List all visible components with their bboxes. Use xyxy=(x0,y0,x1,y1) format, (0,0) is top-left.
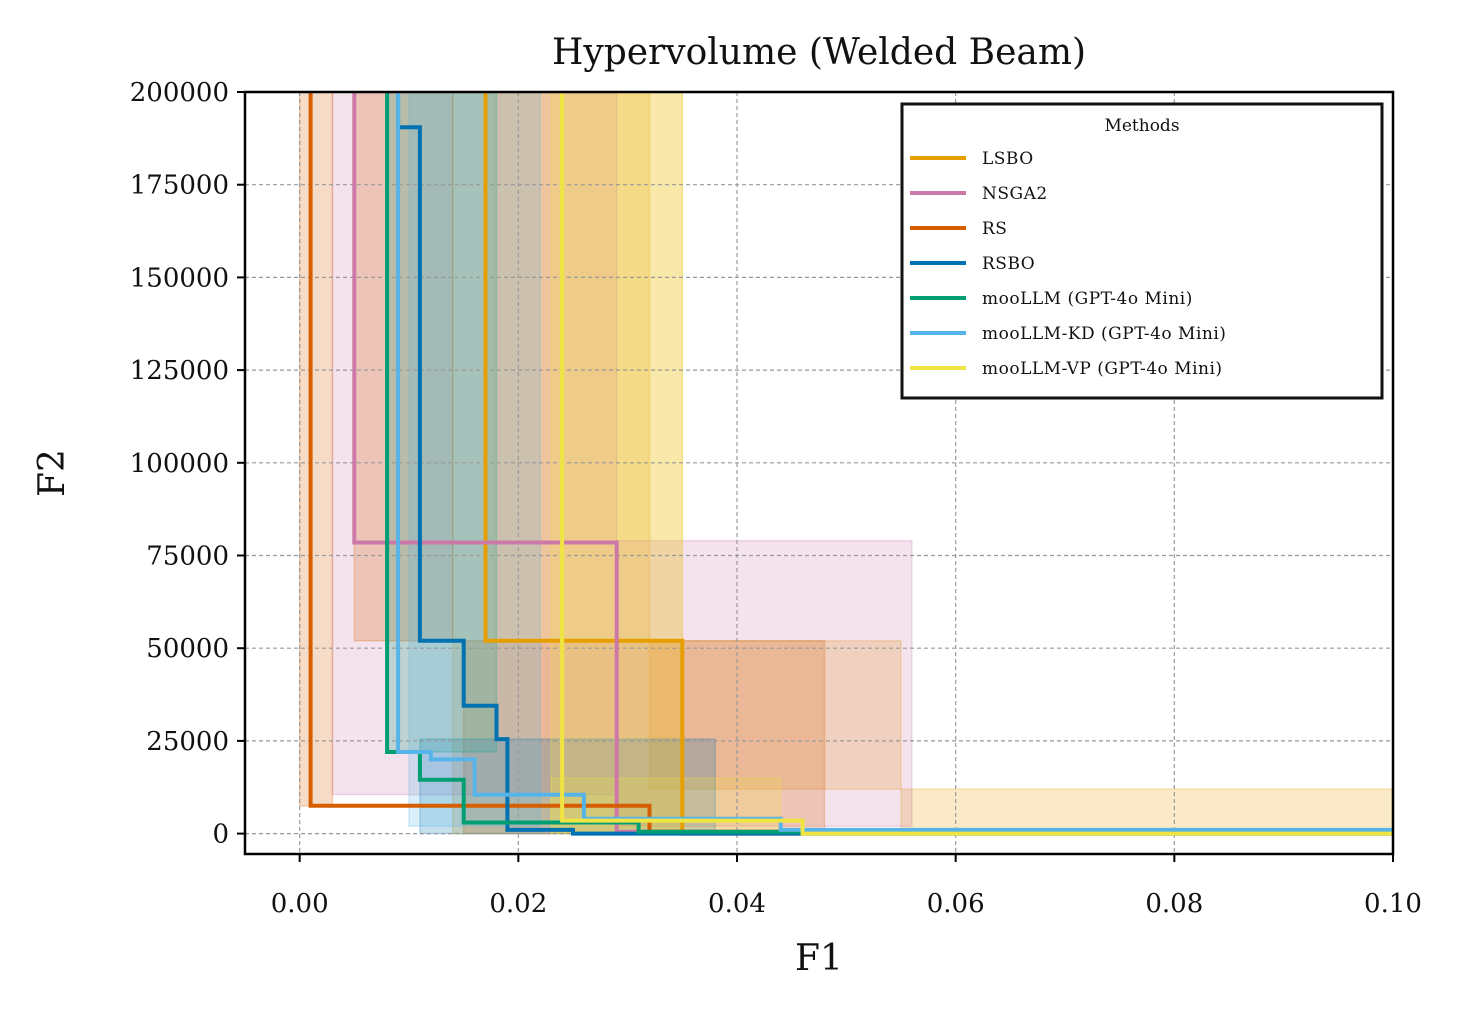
y-tick-label: 200000 xyxy=(130,78,229,108)
legend-items: LSBO NSGA2 RS RSBO mooLLM (GPT-4o Mini) mooLL… xyxy=(910,149,1226,379)
y-tick-label: 175000 xyxy=(130,171,229,201)
legend-label-1: NSGA2 xyxy=(982,184,1048,204)
x-axis-label: F1 xyxy=(795,938,843,979)
x-tick-label: 0.10 xyxy=(1364,889,1422,919)
legend-label-4: mooLLM (GPT-4o Mini) xyxy=(982,289,1193,309)
x-tick-label: 0.06 xyxy=(927,889,985,919)
series-lines xyxy=(308,92,1393,836)
y-axis-label: F2 xyxy=(32,449,73,497)
band-0-1 xyxy=(484,91,651,642)
x-tick-label: 0.08 xyxy=(1145,889,1203,919)
legend-label-6: mooLLM-VP (GPT-4o Mini) xyxy=(982,359,1223,379)
x-tick-label: 0.04 xyxy=(708,889,766,919)
y-tick-label: 50000 xyxy=(146,634,229,664)
chart-title: Hypervolume (Welded Beam) xyxy=(552,32,1086,73)
legend: Methods LSBO NSGA2 RS RSBO mooLLM (GPT-4o Mi… xyxy=(900,102,1384,400)
y-tick-label: 75000 xyxy=(146,542,229,572)
y-tick-label: 100000 xyxy=(130,449,229,479)
band-5-0 xyxy=(408,91,541,827)
x-tick-label: 0.02 xyxy=(489,889,547,919)
series-line-6 xyxy=(560,92,1393,836)
y-tick-label: 0 xyxy=(212,820,229,850)
legend-label-3: RSBO xyxy=(982,254,1035,274)
legend-label-0: LSBO xyxy=(982,149,1034,169)
series-line-3 xyxy=(396,92,1393,836)
y-tick-label: 25000 xyxy=(146,727,229,757)
band-0-3 xyxy=(900,788,1394,835)
band-2-1 xyxy=(353,91,454,642)
y-tick-label: 125000 xyxy=(130,356,229,386)
y-tick-label: 150000 xyxy=(130,263,229,293)
axis-ticks: 0.00 0.02 0.04 0.06 0.08 0.10 0 25000 50000 75000… xyxy=(130,78,1422,919)
band-1-1 xyxy=(615,539,913,827)
legend-box xyxy=(900,102,1384,400)
legend-label-2: RS xyxy=(982,219,1007,239)
x-tick-label: 0.00 xyxy=(271,889,329,919)
legend-label-5: mooLLM-KD (GPT-4o Mini) xyxy=(982,324,1226,344)
band-0-2 xyxy=(648,640,902,790)
legend-title: Methods xyxy=(1104,116,1179,136)
plot-frame xyxy=(243,90,1395,856)
band-2-0 xyxy=(298,91,334,807)
band-1-0 xyxy=(331,91,618,796)
